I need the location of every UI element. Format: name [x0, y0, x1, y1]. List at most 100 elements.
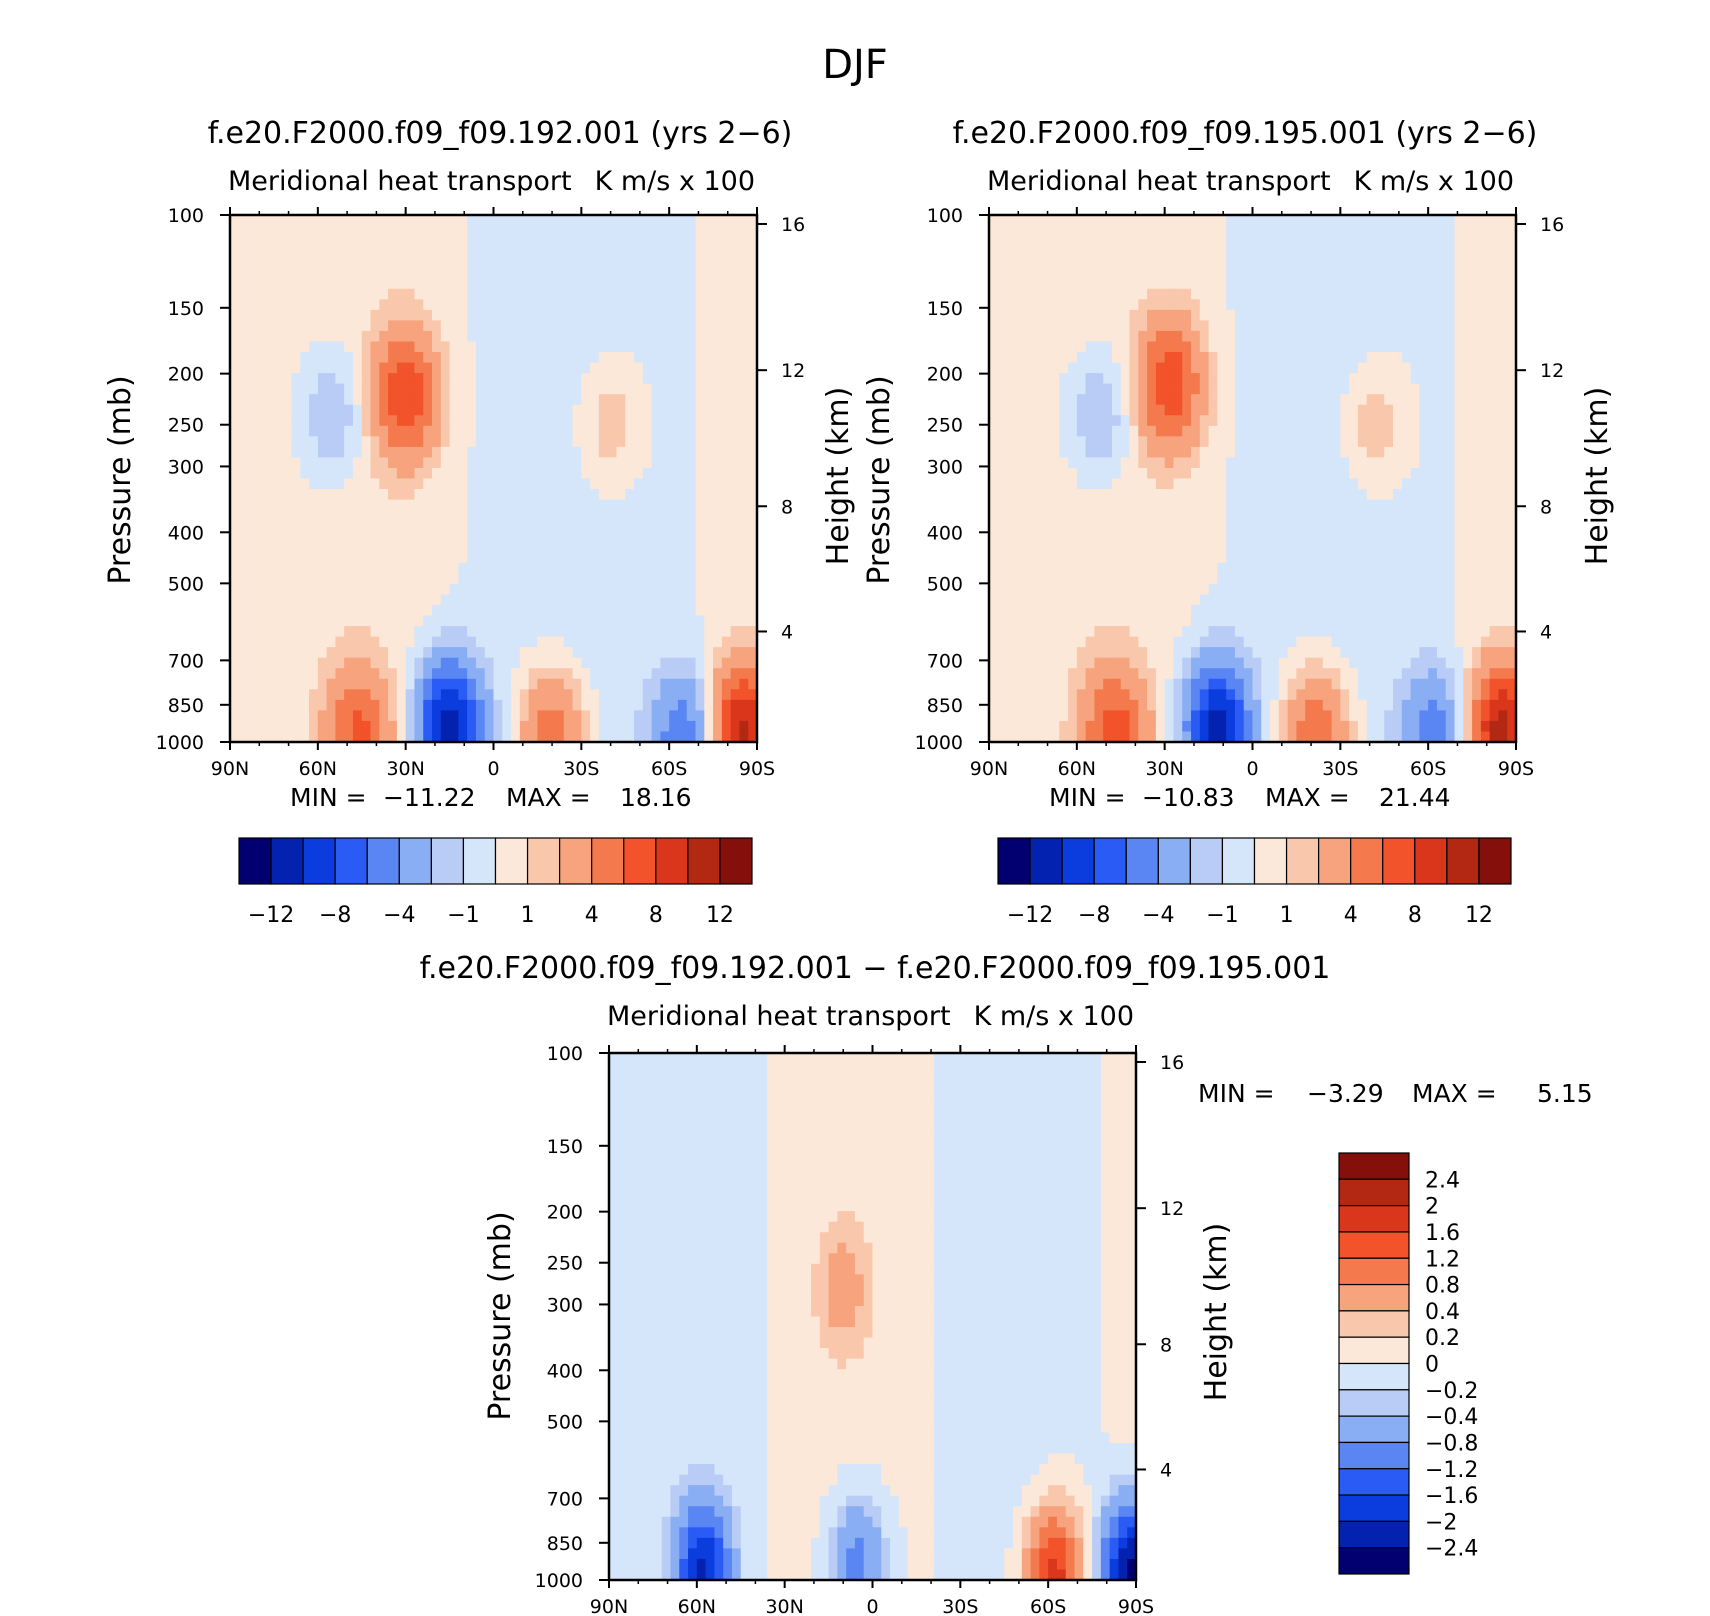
contour-cell: [1296, 415, 1306, 427]
contour-cell: [695, 562, 705, 574]
contour-cell: [300, 225, 310, 237]
contour-cell: [309, 246, 319, 258]
contour-cell: [414, 636, 424, 648]
contour-cell: [370, 309, 380, 321]
contour-cell: [1041, 531, 1052, 543]
contour-cell: [1191, 394, 1201, 406]
contour-cell: [581, 236, 591, 248]
contour-cell: [1182, 457, 1192, 469]
contour-cell: [519, 510, 530, 522]
contour-cell: [677, 225, 688, 237]
contour-cell: [704, 489, 714, 501]
contour-cell: [590, 215, 600, 227]
contour-cell: [440, 425, 451, 437]
contour-cell: [238, 510, 249, 522]
contour-cell: [1129, 330, 1139, 343]
contour-cell: [590, 594, 600, 606]
contour-cell: [546, 341, 556, 353]
contour-cell: [475, 446, 486, 459]
contour-cell: [344, 678, 354, 690]
contour-cell: [344, 446, 354, 459]
contour-cell: [1480, 373, 1491, 385]
contour-cell: [519, 520, 530, 532]
contour-cell: [1357, 499, 1368, 511]
contour-cell: [309, 626, 319, 638]
contour-cell: [739, 583, 749, 596]
contour-cell: [1164, 520, 1175, 532]
contour-cell: [414, 499, 424, 511]
contour-cell: [1120, 341, 1131, 353]
contour-cell: [748, 394, 758, 406]
contour-cell: [704, 510, 714, 522]
contour-cell: [721, 225, 732, 237]
contour-cell: [423, 731, 433, 743]
contour-cell: [440, 415, 451, 427]
contour-cell: [1472, 362, 1482, 374]
contour-cell: [1094, 225, 1104, 237]
contour-cell: [997, 415, 1008, 427]
contour-cell: [537, 510, 547, 522]
contour-cell: [335, 710, 345, 722]
contour-cell: [546, 394, 556, 406]
contour-cell: [352, 267, 363, 279]
contour-cell: [669, 626, 679, 638]
contour-cell: [432, 583, 442, 596]
contour-cell: [1094, 236, 1104, 248]
contour-cell: [1287, 330, 1298, 343]
contour-cell: [1015, 225, 1025, 237]
contour-cell: [265, 288, 275, 300]
contour-cell: [1436, 373, 1447, 385]
contour-cell: [1472, 499, 1482, 511]
contour-cell: [282, 299, 293, 311]
contour-cell: [1041, 330, 1052, 343]
contour-cell: [1507, 373, 1517, 385]
contour-cell: [537, 457, 547, 469]
contour-cell: [1059, 299, 1069, 311]
contour-cell: [300, 257, 310, 269]
contour-cell: [651, 457, 661, 469]
contour-cell: [1155, 531, 1166, 543]
contour-cell: [300, 510, 310, 522]
contour-cell: [1349, 520, 1359, 532]
contour-cell: [616, 288, 626, 300]
contour-cell: [1164, 467, 1175, 480]
contour-cell: [484, 731, 495, 743]
contour-cell: [1472, 425, 1482, 437]
contour-cell: [326, 394, 336, 406]
contour-cell: [1401, 499, 1412, 511]
contour-cell: [449, 510, 459, 522]
contour-cell: [660, 636, 670, 648]
contour-cell: [1094, 341, 1104, 353]
contour-cell: [581, 499, 591, 511]
contour-cell: [423, 415, 433, 427]
contour-cell: [335, 225, 345, 237]
contour-cell: [1366, 278, 1377, 290]
contour-cell: [1375, 236, 1385, 248]
contour-cell: [528, 383, 539, 395]
contour-cell: [265, 299, 275, 311]
contour-cell: [1498, 436, 1508, 448]
contour-cell: [414, 720, 424, 733]
contour-cell: [344, 731, 354, 743]
contour-cell: [1278, 352, 1289, 364]
x-tick-label: 30S: [563, 758, 599, 780]
contour-cell: [721, 320, 732, 332]
contour-cell: [1059, 267, 1069, 279]
contour-cell: [1296, 510, 1306, 522]
contour-cell: [704, 415, 714, 427]
contour-cell: [396, 647, 407, 659]
contour-cell: [528, 499, 539, 511]
contour-cell: [607, 246, 618, 258]
contour-cell: [546, 615, 556, 627]
contour-cell: [484, 541, 495, 553]
contour-cell: [379, 341, 389, 353]
contour-cell: [660, 562, 670, 574]
contour-cell: [519, 257, 530, 269]
contour-cell: [1217, 425, 1227, 437]
contour-cell: [1375, 510, 1385, 522]
contour-cell: [1226, 531, 1236, 543]
contour-cell: [739, 215, 749, 227]
contour-cell: [467, 489, 477, 501]
contour-cell: [458, 288, 468, 300]
contour-cell: [989, 446, 999, 459]
